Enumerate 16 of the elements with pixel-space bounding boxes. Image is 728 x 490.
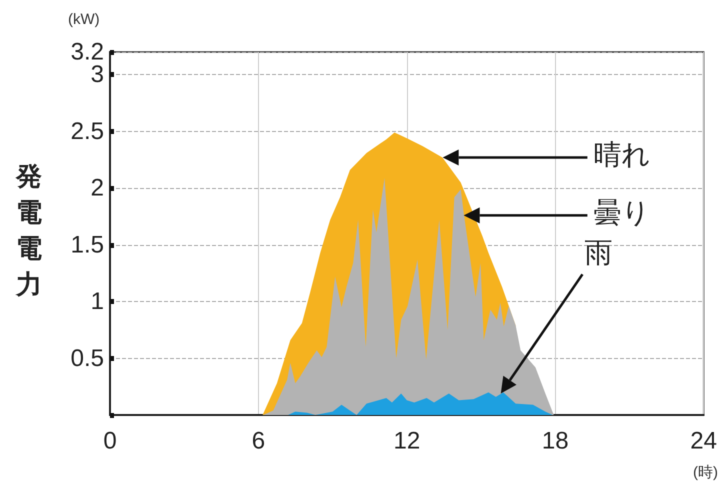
y-tick-label: 1 xyxy=(90,288,104,316)
text: (時) xyxy=(693,464,718,481)
text: 雨 xyxy=(584,236,612,268)
text: 曇り xyxy=(593,196,650,228)
y-axis-title: 発電電力 xyxy=(15,161,42,299)
y-tick-label: 2.5 xyxy=(70,118,104,145)
text: 晴れ xyxy=(593,138,650,170)
y-tick-label: 1.5 xyxy=(70,231,104,258)
x-tick-label: 18 xyxy=(542,428,569,454)
text: (kW) xyxy=(68,11,100,28)
x-tick-label: 24 xyxy=(690,428,718,454)
y-tick-label: 0.5 xyxy=(70,344,104,372)
x-tick-label: 0 xyxy=(103,428,117,454)
x-tick-label: 12 xyxy=(393,428,420,454)
x-tick-label: 6 xyxy=(252,428,266,454)
y-tick-label: 2 xyxy=(90,174,104,202)
